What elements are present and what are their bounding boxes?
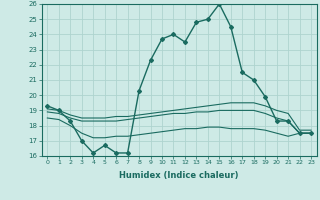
X-axis label: Humidex (Indice chaleur): Humidex (Indice chaleur) <box>119 171 239 180</box>
